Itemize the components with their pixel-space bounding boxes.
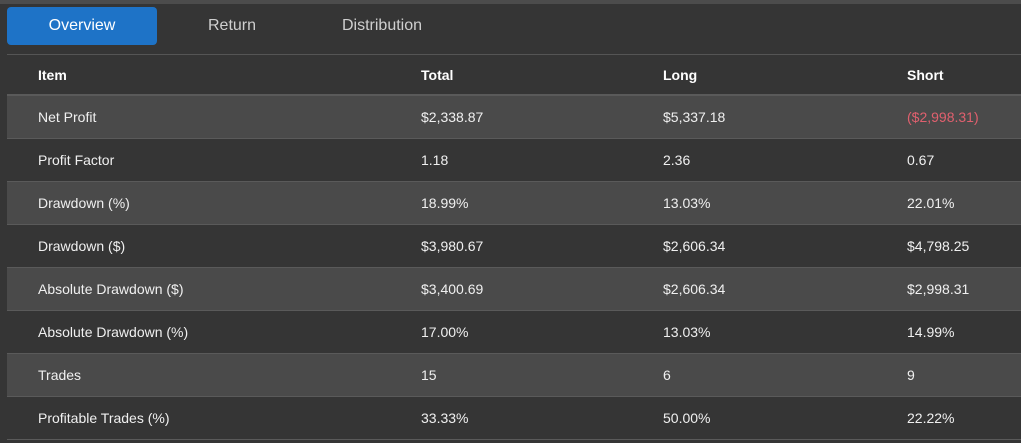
row-long: $2,606.34 <box>663 238 726 254</box>
tab-bar: Overview Return Distribution <box>0 4 1021 54</box>
row-short: 0.67 <box>907 152 935 168</box>
row-long: 13.03% <box>663 195 711 211</box>
row-item: Drawdown ($) <box>38 238 126 254</box>
header-long[interactable]: Long <box>663 66 698 83</box>
row-total: 15 <box>421 367 437 383</box>
row-long: 13.03% <box>663 324 711 340</box>
row-item: Net Profit <box>38 109 97 125</box>
table-row[interactable]: Profitable Trades (%) 33.33% 50.00% 22.2… <box>7 397 1021 440</box>
tab-overview[interactable]: Overview <box>7 7 157 45</box>
table-header-row: Item Total Long Short <box>7 55 1021 96</box>
table-row[interactable]: Trades 15 6 9 <box>7 354 1021 397</box>
row-total: 1.18 <box>421 152 449 168</box>
row-short: $2,998.31 <box>907 281 970 297</box>
row-total: 17.00% <box>421 324 469 340</box>
table-row[interactable]: Absolute Drawdown ($) $3,400.69 $2,606.3… <box>7 268 1021 311</box>
tab-return[interactable]: Return <box>207 17 257 34</box>
table-row[interactable]: Drawdown (%) 18.99% 13.03% 22.01% <box>7 182 1021 225</box>
row-short: $4,798.25 <box>907 238 970 254</box>
row-item: Absolute Drawdown ($) <box>38 281 184 297</box>
row-short: 22.22% <box>907 410 955 426</box>
row-item: Absolute Drawdown (%) <box>38 324 189 340</box>
tab-distribution[interactable]: Distribution <box>341 17 423 34</box>
row-long: $5,337.18 <box>663 109 726 125</box>
row-short: 22.01% <box>907 195 955 211</box>
row-total: $3,980.67 <box>421 238 484 254</box>
row-long: $2,606.34 <box>663 281 726 297</box>
row-item: Profit Factor <box>38 152 115 168</box>
row-long: 6 <box>663 367 671 383</box>
row-short: 9 <box>907 367 915 383</box>
row-short: ($2,998.31) <box>907 109 979 125</box>
header-short[interactable]: Short <box>907 66 944 83</box>
row-total: 33.33% <box>421 410 469 426</box>
row-total: 18.99% <box>421 195 469 211</box>
row-total: $2,338.87 <box>421 109 484 125</box>
row-item: Drawdown (%) <box>38 195 130 211</box>
row-short: 14.99% <box>907 324 955 340</box>
stats-table: Item Total Long Short Net Profit $2,338.… <box>7 54 1021 443</box>
table-row[interactable]: Net Profit $2,338.87 $5,337.18 ($2,998.3… <box>7 96 1021 139</box>
header-item[interactable]: Item <box>38 66 67 83</box>
table-row[interactable]: Profit Factor 1.18 2.36 0.67 <box>7 139 1021 182</box>
header-total[interactable]: Total <box>421 66 454 83</box>
table-row[interactable]: Absolute Drawdown (%) 17.00% 13.03% 14.9… <box>7 311 1021 354</box>
row-long: 2.36 <box>663 152 691 168</box>
row-total: $3,400.69 <box>421 281 484 297</box>
top-border <box>0 0 1021 4</box>
table-row[interactable]: Drawdown ($) $3,980.67 $2,606.34 $4,798.… <box>7 225 1021 268</box>
row-long: 50.00% <box>663 410 711 426</box>
row-item: Trades <box>38 367 82 383</box>
row-item: Profitable Trades (%) <box>38 410 170 426</box>
